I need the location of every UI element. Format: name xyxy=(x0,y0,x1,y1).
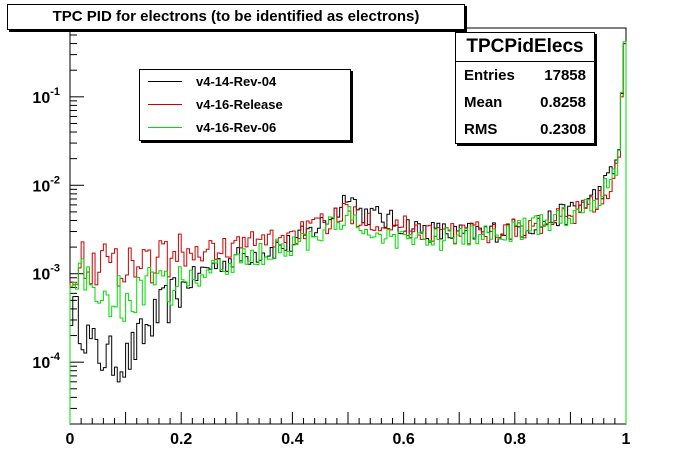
legend-entry: v4-16-Release xyxy=(140,93,350,116)
legend-label: v4-16-Release xyxy=(196,97,283,112)
stats-name: TPCPidElecs xyxy=(456,33,594,62)
legend-entry: v4-14-Rev-04 xyxy=(140,70,350,93)
legend-entry: v4-16-Rev-06 xyxy=(140,116,350,139)
stats-label: Mean xyxy=(464,94,503,111)
chart-title: TPC PID for electrons (to be identified … xyxy=(7,4,465,30)
tick-labels: 0 0.2 0.4 0.6 0.8 1 10-1 10-2 10-3 10-4 xyxy=(32,86,630,448)
legend: v4-14-Rev-04 v4-16-Release v4-16-Rev-06 xyxy=(139,69,351,141)
stats-row-mean: Mean 0.8258 xyxy=(456,89,594,116)
stats-box: TPCPidElecs Entries 17858 Mean 0.8258 RM… xyxy=(455,32,595,144)
stats-label: RMS xyxy=(464,121,498,138)
y-tick-label: 10-2 xyxy=(32,174,60,195)
legend-label: v4-14-Rev-04 xyxy=(196,74,277,89)
y-tick-label: 10-3 xyxy=(32,263,60,284)
stats-row-rms: RMS 0.2308 xyxy=(456,116,594,143)
x-tick-label: 0.2 xyxy=(170,431,192,448)
stats-value: 17858 xyxy=(544,67,586,84)
stats-row-entries: Entries 17858 xyxy=(456,62,594,89)
stats-label: Entries xyxy=(464,67,515,84)
series-line-v4-14-Rev-04 xyxy=(69,43,627,424)
x-tick-label: 0 xyxy=(66,431,75,448)
stats-value: 0.8258 xyxy=(540,94,586,111)
legend-swatch xyxy=(148,127,182,128)
y-tick-label: 10-4 xyxy=(32,351,60,372)
x-tick-label: 0.4 xyxy=(281,431,303,448)
legend-swatch xyxy=(148,81,182,82)
x-tick-label: 1 xyxy=(622,431,631,448)
x-tick-label: 0.6 xyxy=(392,431,414,448)
y-tick-label: 10-1 xyxy=(32,86,60,107)
stats-value: 0.2308 xyxy=(540,121,586,138)
legend-label: v4-16-Rev-06 xyxy=(196,120,277,135)
legend-swatch xyxy=(148,104,182,105)
series-line-v4-16-Rev-06 xyxy=(69,41,627,424)
histogram-lines xyxy=(69,41,627,424)
x-tick-label: 0.8 xyxy=(504,431,526,448)
